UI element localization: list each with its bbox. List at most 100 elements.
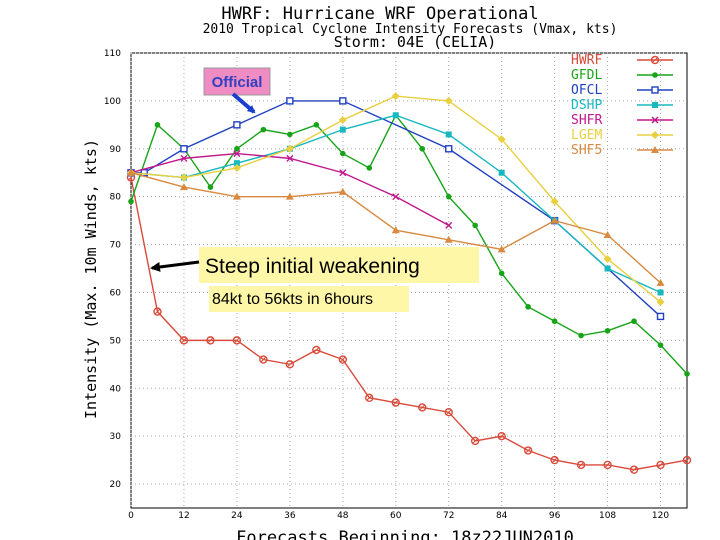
data-point [418,403,427,412]
x-tick-label: 24 [231,511,243,521]
storm-label: Storm: 04E (CELIA) [334,33,497,51]
point-ring [576,460,586,470]
data-point [392,193,400,201]
point-ring [523,446,533,455]
point-ring [285,360,295,369]
x-tick-labels: 0 12 24 36 48 60 72 84 96 108 120 [128,511,669,521]
y-tick-label: 20 [110,480,122,490]
point-ring [656,460,665,470]
data-point [286,97,294,105]
data-point [232,192,241,200]
x-tick-label: 48 [337,511,349,521]
data-point [339,97,347,105]
data-point [234,145,240,152]
point-ring [179,336,189,345]
series-lgem [127,92,665,307]
data-point [603,254,612,263]
x-axis-label: Forecasts Beginning: 18z22JUN2010 [236,528,574,540]
data-point [140,169,148,177]
steep-box [199,247,479,283]
data-point [338,187,347,195]
y-tick-label: 90 [110,145,122,155]
point-stroke [286,154,294,162]
data-point [233,150,241,158]
data-point [313,122,320,128]
data-point [656,278,665,286]
data-point [651,131,659,139]
point-ring [444,408,453,417]
steep-text: Steep initial weakening [205,255,420,278]
legend-label: SHFR [571,113,602,128]
data-point [603,231,612,238]
data-point [525,304,531,310]
data-point [650,55,660,65]
data-point [445,193,452,200]
official-text: Official [212,74,263,91]
data-point [232,163,241,172]
legend-label: HWRF [571,53,602,68]
data-point [206,336,215,345]
data-point [128,198,134,205]
point-slash [631,466,637,473]
series-line [130,177,688,471]
data-point [153,307,162,316]
y-tick-label: 80 [110,193,122,203]
data-point [472,222,478,229]
data-point [260,126,267,133]
point-slash [154,308,161,315]
data-point [287,131,293,138]
data-point [652,72,658,78]
data-point [682,455,692,465]
data-point [445,221,453,229]
data-point [657,342,664,348]
point-slash [578,462,584,468]
data-point [233,160,240,167]
point-ring [603,460,612,470]
data-point [551,318,558,325]
data-point [550,197,559,206]
data-point [419,145,426,152]
data-point [179,336,189,345]
legend-label: SHF5 [571,143,602,158]
x-tick-label: 0 [128,511,134,521]
point-ring [365,393,374,403]
data-point [656,298,665,307]
data-point [338,116,347,125]
point-ring [550,455,559,465]
annotation-steep: Steep initial weakening 84kt to 56kts in… [150,247,479,312]
series-lines [126,92,692,474]
data-point [684,371,690,377]
point-slash [445,409,452,416]
data-point [285,360,295,369]
data-point [445,145,453,153]
data-point [550,455,559,465]
data-point [154,122,161,128]
data-point [339,126,346,133]
point-slash [604,462,611,468]
data-point [523,446,533,455]
point-slash [684,457,690,463]
point-stroke [392,193,400,201]
data-point [497,431,506,441]
point-slash [207,337,214,344]
data-point [651,146,659,153]
legend-label: DSHP [571,98,602,113]
data-point [656,312,665,321]
data-point [391,398,400,407]
y-tick-label: 60 [110,288,122,298]
point-ring [391,398,400,407]
x-tick-label: 72 [443,511,454,521]
series-hwrf [126,173,692,474]
data-point [604,327,611,334]
data-point [391,226,400,234]
point-slash [657,462,664,468]
point-stroke [445,221,453,229]
x-tick-label: 12 [178,511,189,521]
detail-text: 84kt to 56kts in 6hours [212,291,373,308]
data-point [550,216,559,224]
steep-arrow [150,260,200,272]
data-point [340,150,346,157]
data-point [444,96,453,105]
data-point [497,135,506,144]
